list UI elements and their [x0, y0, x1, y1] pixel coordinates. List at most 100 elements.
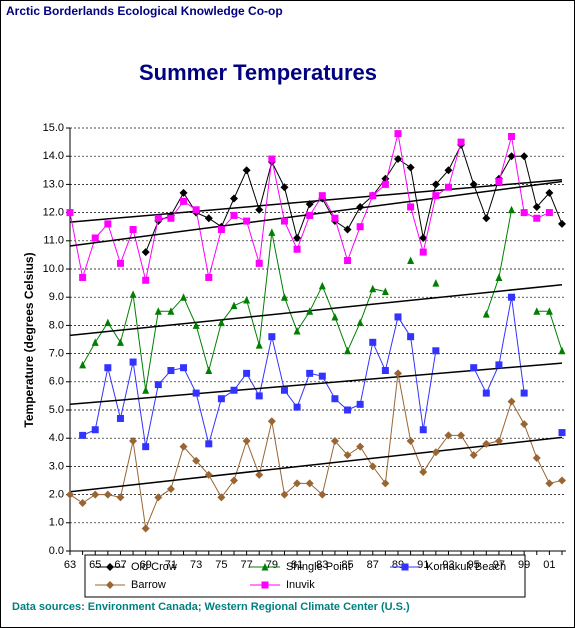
x-tick-label: 95: [468, 559, 480, 571]
point: [268, 155, 276, 163]
point: [91, 338, 99, 346]
x-tick-label: 73: [190, 559, 202, 571]
point: [192, 206, 200, 214]
point: [230, 476, 238, 485]
y-tick-label: 5.0: [49, 404, 64, 416]
point: [495, 273, 503, 281]
point: [129, 358, 137, 366]
point: [407, 203, 415, 211]
point: [381, 180, 389, 188]
point: [419, 248, 427, 256]
point: [141, 524, 150, 533]
point: [369, 284, 377, 293]
point: [66, 490, 74, 499]
x-tick-label: 91: [417, 559, 429, 571]
point: [91, 490, 100, 499]
point: [381, 367, 389, 375]
point: [243, 217, 251, 225]
point: [545, 307, 553, 315]
point: [407, 333, 415, 341]
point: [179, 442, 188, 451]
point: [507, 397, 516, 406]
point: [444, 166, 453, 175]
point: [166, 484, 175, 493]
point: [369, 338, 377, 346]
point: [482, 439, 491, 448]
point: [116, 259, 124, 267]
point: [192, 456, 201, 465]
point: [280, 183, 289, 192]
x-tick-label: 75: [215, 559, 227, 571]
point: [533, 307, 541, 315]
y-tick-label: 8.0: [49, 319, 64, 331]
point: [280, 490, 289, 499]
point: [243, 296, 251, 304]
point: [205, 273, 213, 281]
point: [469, 451, 478, 460]
legend-label: Inuvik: [286, 579, 315, 591]
y-tick-label: 11.0: [43, 235, 64, 247]
point: [520, 209, 528, 217]
x-tick-label: 87: [367, 559, 379, 571]
point: [406, 163, 415, 172]
point: [419, 468, 428, 477]
point: [444, 183, 452, 191]
point: [482, 310, 490, 318]
chart-title: Summer Temperatures: [139, 60, 377, 85]
point: [507, 152, 516, 161]
point: [520, 389, 528, 397]
point: [520, 152, 529, 161]
x-tick-label: 93: [442, 559, 454, 571]
legend-swatch-marker: [261, 563, 269, 571]
point: [318, 490, 327, 499]
point: [394, 130, 402, 138]
point: [407, 256, 415, 265]
x-tick-label: 77: [240, 559, 252, 571]
point: [205, 366, 213, 375]
point: [419, 426, 427, 434]
point: [255, 470, 264, 479]
point: [318, 281, 326, 290]
point: [318, 372, 326, 380]
point: [116, 493, 125, 502]
point: [558, 346, 566, 355]
point: [558, 476, 566, 485]
point: [205, 440, 213, 448]
point: [331, 214, 339, 222]
series-line: [145, 143, 563, 253]
legend-label: Old Crow: [131, 561, 177, 573]
header: Arctic Borderlands Ecological Knowledge …: [6, 4, 283, 18]
point: [255, 392, 263, 400]
point: [141, 248, 150, 257]
point: [330, 437, 339, 446]
point: [217, 395, 225, 403]
point: [545, 188, 554, 197]
point: [255, 259, 263, 267]
point: [306, 369, 314, 377]
point: [230, 211, 238, 219]
point: [91, 234, 99, 242]
point: [432, 347, 440, 355]
y-tick-label: 14.0: [43, 150, 64, 162]
point: [79, 360, 87, 369]
point: [104, 364, 112, 372]
x-tick-label: 97: [493, 559, 505, 571]
y-tick-label: 13.0: [43, 178, 64, 190]
point: [230, 301, 238, 310]
x-tick-label: 65: [89, 559, 101, 571]
point: [545, 209, 553, 217]
point: [356, 400, 364, 408]
point: [129, 437, 138, 446]
point: [356, 318, 364, 327]
trend-line: [69, 178, 563, 223]
trend-line: [69, 180, 563, 247]
point: [78, 499, 87, 508]
point: [79, 273, 87, 281]
point: [444, 431, 453, 440]
point: [192, 321, 200, 329]
x-tick-label: 71: [165, 559, 177, 571]
point: [494, 437, 503, 446]
point: [142, 276, 150, 284]
series-line: [69, 373, 563, 531]
